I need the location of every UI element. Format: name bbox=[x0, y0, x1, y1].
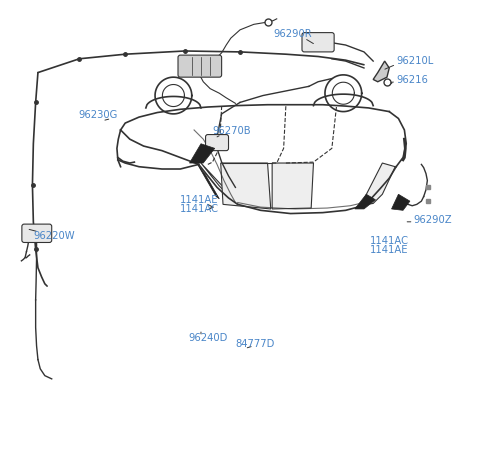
Text: 96216: 96216 bbox=[396, 75, 428, 85]
Text: 1141AC: 1141AC bbox=[180, 204, 219, 214]
Text: 96290R: 96290R bbox=[274, 30, 312, 39]
Polygon shape bbox=[201, 163, 238, 202]
Text: 84777D: 84777D bbox=[235, 339, 275, 348]
FancyBboxPatch shape bbox=[178, 55, 222, 77]
Text: 96270B: 96270B bbox=[213, 126, 251, 136]
FancyBboxPatch shape bbox=[205, 134, 228, 151]
Text: 96220W: 96220W bbox=[33, 231, 75, 241]
FancyBboxPatch shape bbox=[22, 224, 52, 243]
Polygon shape bbox=[392, 194, 410, 210]
Polygon shape bbox=[197, 164, 219, 199]
Polygon shape bbox=[272, 163, 313, 209]
Polygon shape bbox=[361, 163, 395, 205]
Text: 1141AC: 1141AC bbox=[370, 236, 408, 246]
Text: 96210L: 96210L bbox=[396, 56, 433, 66]
Text: 1141AE: 1141AE bbox=[180, 195, 219, 205]
Polygon shape bbox=[355, 194, 375, 209]
Polygon shape bbox=[221, 163, 271, 209]
FancyBboxPatch shape bbox=[302, 33, 334, 52]
Polygon shape bbox=[373, 61, 389, 82]
Polygon shape bbox=[190, 144, 215, 163]
Text: 1141AE: 1141AE bbox=[370, 245, 408, 255]
Text: 96230G: 96230G bbox=[78, 110, 118, 120]
Text: 96290Z: 96290Z bbox=[414, 214, 452, 225]
Text: 96240D: 96240D bbox=[189, 333, 228, 342]
